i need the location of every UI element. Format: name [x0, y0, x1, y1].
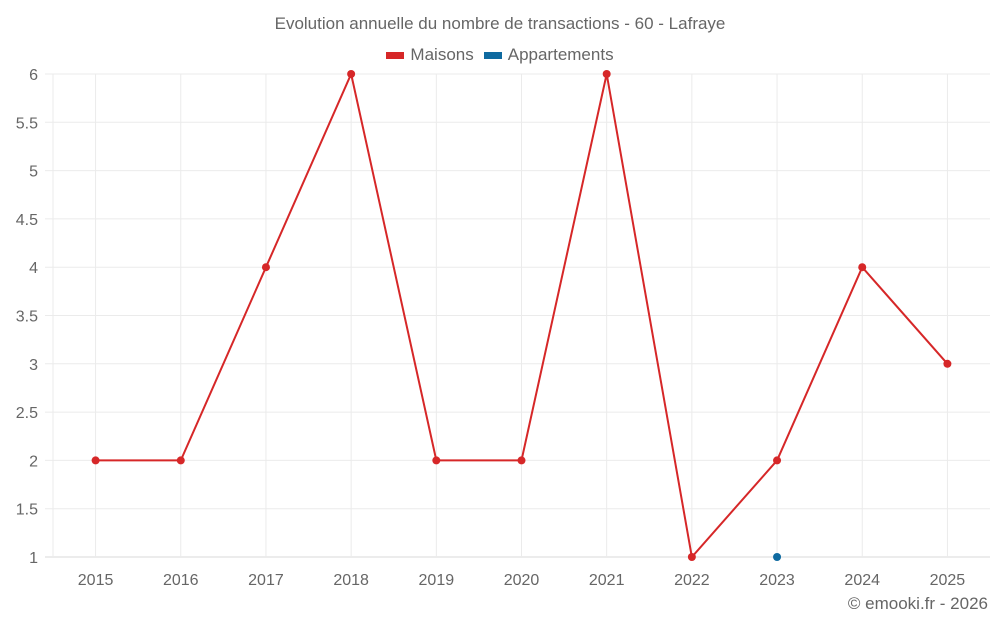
data-point[interactable]	[91, 456, 100, 465]
data-point[interactable]	[773, 553, 782, 561]
data-point[interactable]	[261, 263, 270, 272]
y-tick-label: 5.5	[16, 115, 38, 132]
x-tick-label: 2024	[844, 572, 880, 589]
data-point[interactable]	[687, 553, 696, 561]
y-tick-label: 3	[29, 357, 38, 374]
x-tick-label: 2019	[419, 572, 455, 589]
x-tick-label: 2015	[78, 572, 114, 589]
x-tick-label: 2022	[674, 572, 710, 589]
legend-swatch-appartements	[483, 51, 502, 59]
data-point[interactable]	[517, 456, 526, 465]
data-point[interactable]	[773, 456, 782, 465]
y-tick-label: 2.5	[16, 405, 38, 422]
legend-label: Maisons	[410, 45, 474, 64]
credit: © emooki.fr - 2026	[847, 594, 988, 613]
data-point[interactable]	[176, 456, 185, 465]
legend-swatch-maisons	[386, 51, 405, 59]
y-tick-label: 5	[29, 164, 38, 181]
legend-item-appartements[interactable]: Appartements	[483, 45, 614, 65]
series-appartements	[773, 553, 782, 561]
y-tick-label: 4.5	[16, 212, 38, 229]
x-tick-label: 2016	[163, 572, 199, 589]
y-tick-label: 2	[29, 453, 38, 470]
data-point[interactable]	[943, 359, 952, 368]
x-tick-label: 2020	[504, 572, 540, 589]
x-tick-label: 2017	[248, 572, 284, 589]
legend-item-maisons[interactable]: Maisons	[386, 45, 474, 65]
legend-label: Appartements	[507, 45, 614, 64]
y-tick-label: 6	[29, 67, 38, 84]
data-point[interactable]	[432, 456, 441, 465]
chart-title: Evolution annuelle du nombre de transact…	[274, 14, 726, 33]
data-point[interactable]	[858, 263, 867, 272]
x-tick-label: 2025	[930, 572, 966, 589]
data-point[interactable]	[347, 70, 356, 78]
y-tick-label: 1.5	[16, 502, 38, 519]
legend: Maisons Appartements	[0, 45, 1000, 65]
series-maisons	[91, 70, 952, 561]
x-tick-label: 2023	[759, 572, 795, 589]
x-tick-label: 2021	[589, 572, 625, 589]
y-tick-label: 4	[29, 260, 38, 277]
y-tick-label: 3.5	[16, 309, 38, 326]
y-tick-label: 1	[29, 550, 38, 567]
data-point[interactable]	[602, 70, 611, 78]
x-tick-label: 2018	[333, 572, 369, 589]
